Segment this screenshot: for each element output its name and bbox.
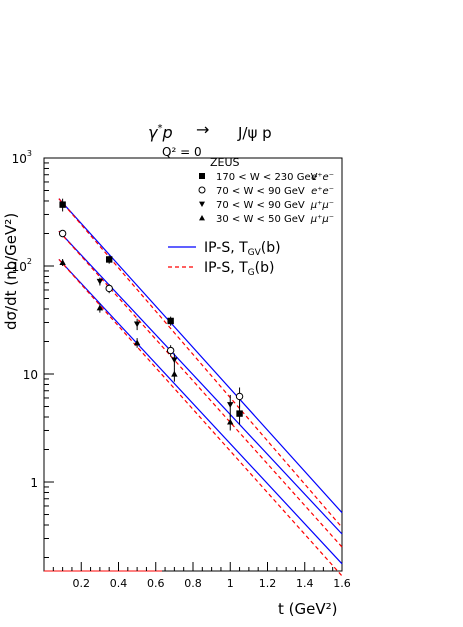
legend-marker-triangle-up-filled	[199, 215, 205, 221]
title-arrow: →	[196, 120, 209, 139]
x-axis-title: t (GeV²)	[278, 600, 337, 618]
title-rest: p	[161, 123, 172, 142]
data-point-circle-open	[166, 346, 175, 355]
model-curve-solid-0	[58, 198, 343, 514]
model-curve-dashed-2	[58, 258, 343, 577]
model-curve-dashed-0	[58, 198, 343, 528]
data-point-triangle-down-filled	[133, 321, 141, 328]
y-tick-label: 103	[12, 149, 32, 166]
data-point-triangle-up-filled	[171, 370, 178, 377]
y-axis-title: dσ/dt (nb/GeV²)	[2, 213, 20, 330]
data-point-triangle-up-filled	[133, 339, 141, 346]
data-point-triangle-up-filled	[59, 259, 66, 265]
legend-marker-circle-open	[198, 186, 206, 194]
y-axis: 1 10 102 103	[12, 149, 54, 559]
legend-header: ZEUS	[210, 156, 240, 169]
legend-label: 30 < W < 50 GeV	[216, 214, 305, 225]
legend-channel: μ⁺μ⁻	[310, 214, 334, 225]
data-points	[58, 198, 244, 431]
chart-title: γ*p	[148, 123, 173, 142]
data-point-triangle-down-filled	[96, 278, 104, 285]
legend-label: 70 < W < 90 GeV	[216, 200, 305, 211]
x-tick-label: 0.6	[147, 577, 165, 590]
x-tick-label: 1.6	[333, 577, 351, 590]
model-curve-solid-1	[58, 230, 343, 535]
x-tick-label: 0.4	[110, 577, 128, 590]
legend-model-label: IP-S, TGV(b)	[204, 240, 281, 258]
data-point-square-filled	[167, 317, 174, 325]
title-sup: *	[157, 123, 162, 134]
data-point-square-filled	[59, 201, 66, 208]
legend-label: 170 < W < 230 GeV	[216, 172, 318, 183]
data-point-circle-open	[235, 392, 244, 401]
legend-label: 70 < W < 90 GeV	[216, 186, 305, 197]
legend-marker-triangle-down-filled	[199, 201, 205, 207]
x-axis-title-text: t (GeV²)	[278, 600, 337, 618]
y-tick-label: 10	[23, 368, 38, 382]
legend-channel: e⁺e⁻	[311, 186, 334, 197]
y-tick-label: 1	[30, 476, 38, 490]
data-point-triangle-up-filled	[227, 418, 234, 425]
title-product: J/ψ p	[237, 124, 272, 142]
data-point-square-filled	[105, 256, 113, 263]
data-point-triangle-down-filled	[171, 357, 178, 364]
chart-subtitle: Q² = 0	[162, 145, 202, 159]
x-tick-label: 1.2	[259, 577, 277, 590]
x-axis: 0.2 0.4 0.6 0.8 1 1.2 1.4 1.6	[52, 562, 351, 590]
legend-model-label: IP-S, TG(b)	[204, 260, 274, 278]
data-point-circle-open	[58, 229, 67, 238]
data-point-circle-open	[105, 284, 113, 293]
x-tick-label: 1	[227, 577, 234, 590]
data-point-triangle-up-filled	[96, 304, 104, 311]
x-tick-label: 0.2	[73, 577, 91, 590]
title-base: γ	[148, 123, 159, 142]
model-curve-dashed-1	[58, 230, 343, 548]
x-tick-label: 1.4	[296, 577, 314, 590]
data-point-triangle-down-filled	[227, 402, 234, 408]
legend-channel: e⁺e⁻	[311, 172, 334, 183]
legend-channel: μ⁺μ⁻	[310, 200, 334, 211]
legend-marker-square-filled	[199, 173, 205, 179]
data-point-square-filled	[236, 410, 243, 417]
model-curves	[58, 198, 343, 577]
x-tick-label: 0.8	[184, 577, 202, 590]
y-tick-label: 102	[12, 257, 32, 274]
model-curve-solid-2	[58, 258, 343, 565]
